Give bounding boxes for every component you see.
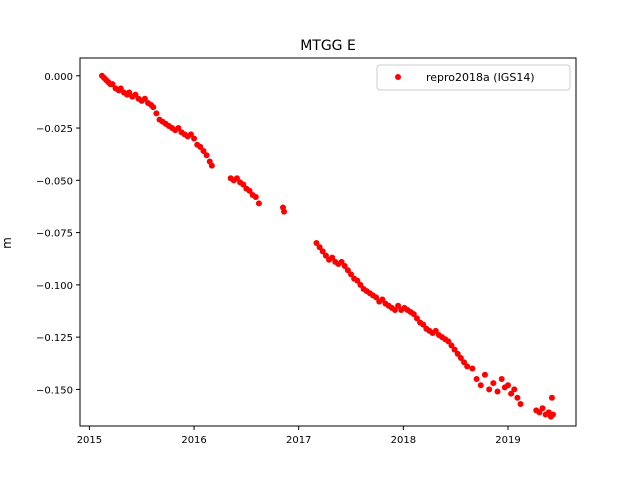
data-point (341, 263, 348, 270)
data-point (208, 162, 215, 169)
data-point (348, 271, 355, 278)
data-point (187, 131, 194, 138)
data-point (481, 371, 488, 378)
data-point (357, 281, 364, 288)
legend-marker-icon (395, 74, 401, 80)
data-point (191, 135, 198, 142)
y-axis-label: m (0, 237, 14, 249)
data-point (240, 181, 247, 188)
data-point (313, 240, 320, 247)
data-point (233, 175, 240, 182)
data-point (504, 382, 511, 389)
data-point (255, 200, 262, 207)
data-point (448, 342, 455, 349)
data-point (473, 375, 480, 382)
chart-title: MTGG E (300, 38, 356, 54)
data-point (132, 91, 139, 98)
x-tick-label: 2017 (286, 435, 311, 446)
data-point (322, 252, 329, 259)
data-point (344, 267, 351, 274)
data-point (494, 388, 501, 395)
data-point (451, 346, 458, 353)
data-point (281, 208, 288, 215)
data-point (252, 194, 259, 201)
y-tick-label: −0.025 (36, 124, 73, 135)
data-point (514, 394, 521, 401)
data-point (126, 89, 133, 96)
data-point (329, 254, 336, 261)
data-point (461, 359, 468, 366)
data-point (548, 394, 555, 401)
x-tick-label: 2018 (391, 435, 416, 446)
legend-label: repro2018a (IGS14) (426, 71, 535, 84)
data-point (203, 152, 210, 159)
y-tick-label: −0.125 (36, 333, 73, 344)
data-point (420, 321, 427, 328)
data-point (517, 401, 524, 408)
data-point (490, 380, 497, 387)
y-tick-label: −0.100 (36, 281, 73, 292)
data-point (410, 311, 417, 318)
data-point (454, 350, 461, 357)
y-tick-label: −0.075 (36, 229, 73, 240)
data-point (549, 411, 556, 418)
data-point (464, 363, 471, 370)
data-point (498, 375, 505, 382)
data-point (379, 296, 386, 303)
data-point (536, 409, 543, 416)
data-points (98, 72, 556, 420)
data-point (373, 294, 380, 301)
data-point (175, 125, 182, 132)
data-point (109, 81, 116, 88)
axis-ticks: 2015 2016 2017 2018 2019 0.000 −0.025 −0.050 −0.… (36, 72, 521, 446)
data-point (197, 143, 204, 150)
x-tick-label: 2016 (181, 435, 206, 446)
y-tick-label: 0.000 (44, 72, 73, 83)
data-point (511, 386, 518, 393)
legend-box (376, 64, 571, 91)
data-point (457, 355, 464, 362)
data-point (486, 386, 493, 393)
legend: repro2018a (IGS14) (376, 64, 571, 91)
data-point (539, 405, 546, 412)
data-point (354, 277, 361, 284)
y-tick-label: −0.150 (36, 385, 73, 396)
data-point (338, 258, 345, 265)
data-point (391, 306, 398, 313)
data-point (508, 390, 515, 397)
data-point (445, 338, 452, 345)
data-point (477, 382, 484, 389)
data-point (413, 315, 420, 322)
data-point (117, 85, 124, 92)
x-tick-label: 2015 (77, 435, 102, 446)
data-point (319, 248, 326, 255)
data-point (395, 302, 402, 309)
data-point (141, 95, 148, 102)
data-point (150, 104, 157, 111)
y-tick-label: −0.050 (36, 176, 73, 187)
x-tick-label: 2019 (495, 435, 520, 446)
data-point (316, 244, 323, 251)
data-point (200, 148, 207, 155)
plot-frame (79, 57, 577, 427)
data-point (469, 365, 476, 372)
data-point (153, 110, 160, 117)
data-point (246, 187, 253, 194)
data-point (432, 327, 439, 334)
